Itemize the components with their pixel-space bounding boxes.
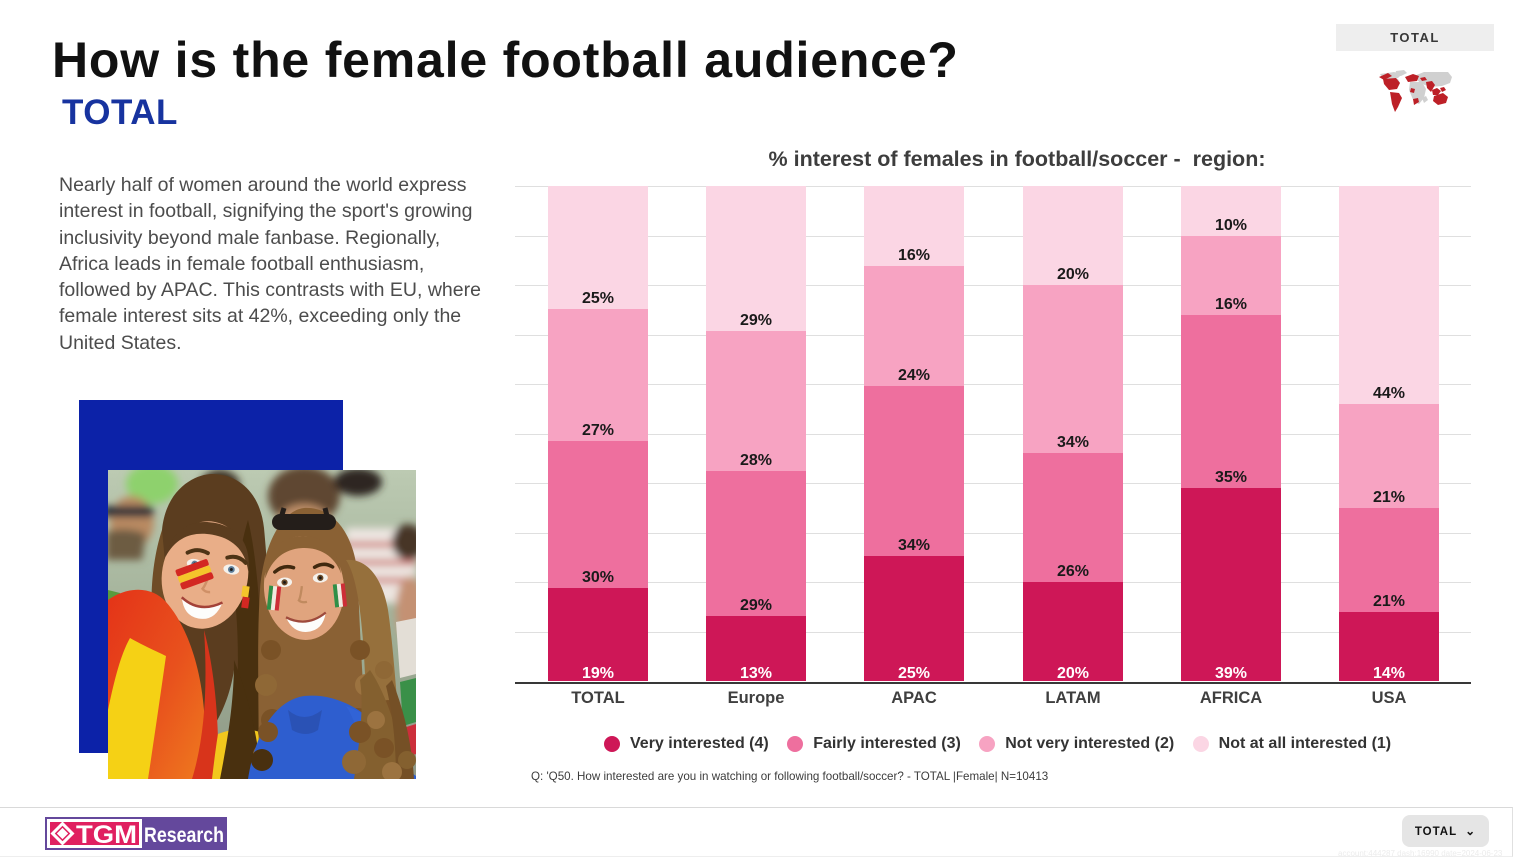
svg-text:Research: Research: [144, 824, 224, 847]
svg-text:TGM: TGM: [76, 821, 137, 849]
